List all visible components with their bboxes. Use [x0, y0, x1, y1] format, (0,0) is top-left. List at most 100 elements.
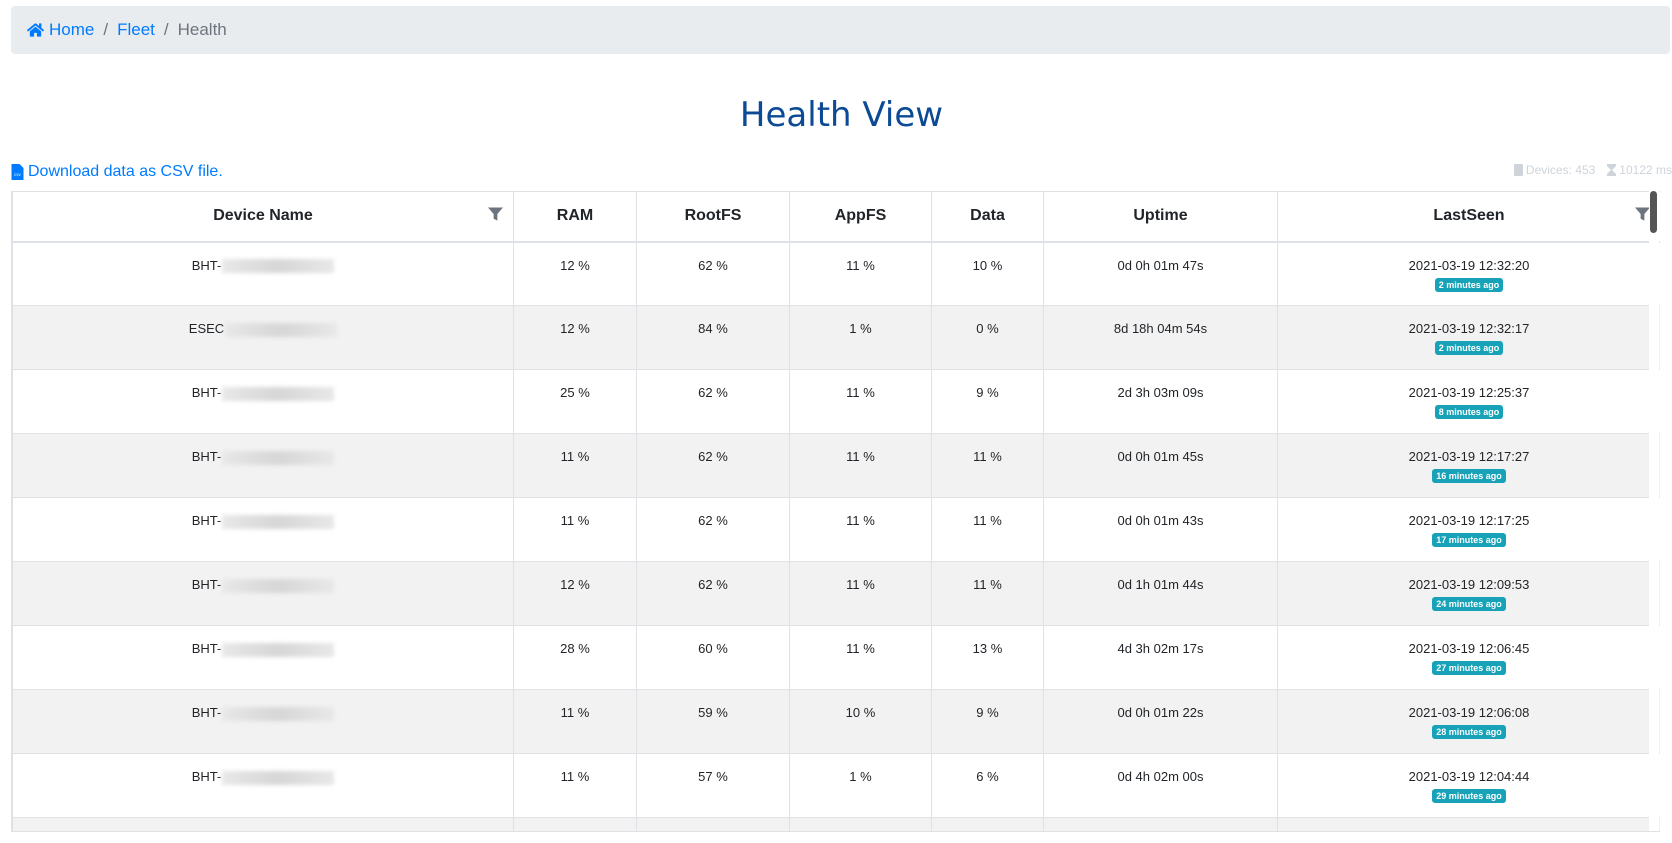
table-row[interactable]: ESEC 12 % 84 % 1 % 0 % 8d 18h 04m 54s 2021-03-…	[12, 305, 1660, 370]
uptime-cell: 2d 3h 03m 09s	[1043, 369, 1278, 434]
uptime-cell: 0d 0h 01m 43s	[1043, 497, 1278, 562]
filter-icon[interactable]	[1635, 207, 1650, 221]
device-count-text: Devices: 453	[1525, 163, 1596, 177]
table-row[interactable]: BHT- 11 % 57 % 1 % 6 % 0d 4h 02m 00s 2021-03-1…	[12, 753, 1660, 818]
table-row[interactable]: BHT- 11 % 62 % 11 % 11 % 0d 0h 01m 43s 2021-03…	[12, 497, 1660, 562]
device-name: BHT-	[191, 449, 222, 464]
column-header-device-name[interactable]: Device Name	[12, 191, 514, 243]
time-ago-badge: 27 minutes ago	[1432, 661, 1506, 675]
appfs-cell: 1 %	[789, 305, 932, 370]
device-count: Devices: 453	[1513, 163, 1596, 177]
table-row[interactable]: BHT- 11 % 59 % 10 % 9 % 0d 0h 01m 22s 2021-03-…	[12, 689, 1660, 754]
empty-cell	[789, 817, 932, 831]
lastseen-cell: 2021-03-19 12:06:08 28 minutes ago	[1277, 689, 1660, 754]
health-table: Device Name RAM RootFS AppFS Data Uptime…	[12, 191, 1660, 831]
column-header-rootfs[interactable]: RootFS	[636, 191, 790, 243]
device-name: BHT-	[191, 577, 222, 592]
data-cell: 9 %	[931, 369, 1044, 434]
empty-cell	[513, 817, 637, 831]
column-header-ram[interactable]: RAM	[513, 191, 637, 243]
column-header-uptime[interactable]: Uptime	[1043, 191, 1278, 243]
appfs-cell: 1 %	[789, 753, 932, 818]
ram-cell: 12 %	[513, 241, 637, 306]
rootfs-cell: 57 %	[636, 753, 790, 818]
svg-text:csv: csv	[14, 172, 21, 177]
redacted-serial	[222, 259, 335, 274]
device-name-cell: BHT-	[12, 369, 514, 434]
lastseen-time: 2021-03-19 12:17:25	[1408, 513, 1530, 528]
hourglass-icon	[1607, 164, 1617, 176]
query-time: 10122 ms	[1607, 163, 1672, 177]
breadcrumb-home-link[interactable]: Home	[27, 20, 94, 40]
device-name: BHT-	[191, 705, 222, 720]
device-name: BHT-	[191, 513, 222, 528]
column-header-data[interactable]: Data	[931, 191, 1044, 243]
ram-cell: 11 %	[513, 497, 637, 562]
time-ago-badge: 24 minutes ago	[1432, 597, 1506, 611]
query-time-text: 10122 ms	[1619, 163, 1672, 177]
filter-icon[interactable]	[488, 207, 503, 221]
scrollbar-thumb[interactable]	[1650, 191, 1657, 233]
table-row[interactable]: BHT- 12 % 62 % 11 % 10 % 0d 0h 01m 47s 2021-03…	[12, 241, 1660, 306]
lastseen-cell: 2021-03-19 12:17:25 17 minutes ago	[1277, 497, 1660, 562]
uptime-cell: 0d 4h 02m 00s	[1043, 753, 1278, 818]
appfs-cell: 11 %	[789, 369, 932, 434]
breadcrumb-fleet-link[interactable]: Fleet	[117, 20, 155, 39]
data-cell: 11 %	[931, 497, 1044, 562]
stats-bar: Devices: 453 10122 ms	[1502, 163, 1672, 177]
redacted-serial	[222, 450, 335, 465]
table-row[interactable]	[12, 817, 1660, 831]
redacted-serial	[222, 706, 335, 721]
table-scrollbar[interactable]	[1649, 191, 1659, 831]
download-csv-label: Download data as CSV file.	[28, 163, 223, 180]
uptime-cell: 0d 0h 01m 45s	[1043, 433, 1278, 498]
device-name: ESEC	[188, 321, 225, 336]
table-row[interactable]: BHT- 28 % 60 % 11 % 13 % 4d 3h 02m 17s 2021-03…	[12, 625, 1660, 690]
appfs-cell: 11 %	[789, 561, 932, 626]
table-row[interactable]: BHT- 25 % 62 % 11 % 9 % 2d 3h 03m 09s 2021-03-…	[12, 369, 1660, 434]
time-ago-badge: 17 minutes ago	[1432, 533, 1506, 547]
lastseen-cell: 2021-03-19 12:06:45 27 minutes ago	[1277, 625, 1660, 690]
column-header-appfs[interactable]: AppFS	[789, 191, 932, 243]
device-name: BHT-	[191, 385, 222, 400]
column-header-lastseen[interactable]: LastSeen	[1277, 191, 1660, 243]
device-name-cell: BHT-	[12, 241, 514, 306]
lastseen-cell: 2021-03-19 12:17:27 16 minutes ago	[1277, 433, 1660, 498]
device-icon	[1513, 164, 1523, 176]
rootfs-cell: 59 %	[636, 689, 790, 754]
device-name-cell: ESEC	[12, 305, 514, 370]
rootfs-cell: 62 %	[636, 497, 790, 562]
data-cell: 6 %	[931, 753, 1044, 818]
health-table-container[interactable]: Device Name RAM RootFS AppFS Data Uptime…	[11, 191, 1660, 832]
csv-file-icon: csv	[11, 164, 24, 180]
uptime-cell: 8d 18h 04m 54s	[1043, 305, 1278, 370]
time-ago-badge: 16 minutes ago	[1432, 469, 1506, 483]
uptime-cell: 0d 0h 01m 47s	[1043, 241, 1278, 306]
lastseen-time: 2021-03-19 12:17:27	[1408, 449, 1530, 464]
table-row[interactable]: BHT- 11 % 62 % 11 % 11 % 0d 0h 01m 45s 2021-03…	[12, 433, 1660, 498]
ram-cell: 11 %	[513, 753, 637, 818]
appfs-cell: 11 %	[789, 241, 932, 306]
lastseen-cell: 2021-03-19 12:32:17 2 minutes ago	[1277, 305, 1660, 370]
data-cell: 11 %	[931, 433, 1044, 498]
redacted-serial	[222, 770, 335, 785]
rootfs-cell: 62 %	[636, 369, 790, 434]
lastseen-cell: 2021-03-19 12:32:20 2 minutes ago	[1277, 241, 1660, 306]
appfs-cell: 11 %	[789, 625, 932, 690]
redacted-serial	[222, 386, 335, 401]
lastseen-cell: 2021-03-19 12:09:53 24 minutes ago	[1277, 561, 1660, 626]
lastseen-time: 2021-03-19 12:06:08	[1408, 705, 1530, 720]
device-name-cell: BHT-	[12, 753, 514, 818]
lastseen-cell: 2021-03-19 12:25:37 8 minutes ago	[1277, 369, 1660, 434]
redacted-serial	[222, 642, 335, 657]
empty-cell	[636, 817, 790, 831]
device-name-cell: BHT-	[12, 497, 514, 562]
device-name: BHT-	[191, 769, 222, 784]
table-row[interactable]: BHT- 12 % 62 % 11 % 11 % 0d 1h 01m 44s 2021-03…	[12, 561, 1660, 626]
redacted-serial	[222, 578, 335, 593]
download-csv-link[interactable]: csv Download data as CSV file.	[11, 163, 223, 181]
lastseen-time: 2021-03-19 12:06:45	[1408, 641, 1530, 656]
breadcrumb: Home / Fleet / Health	[11, 6, 1670, 54]
rootfs-cell: 62 %	[636, 241, 790, 306]
redacted-serial	[222, 514, 335, 529]
